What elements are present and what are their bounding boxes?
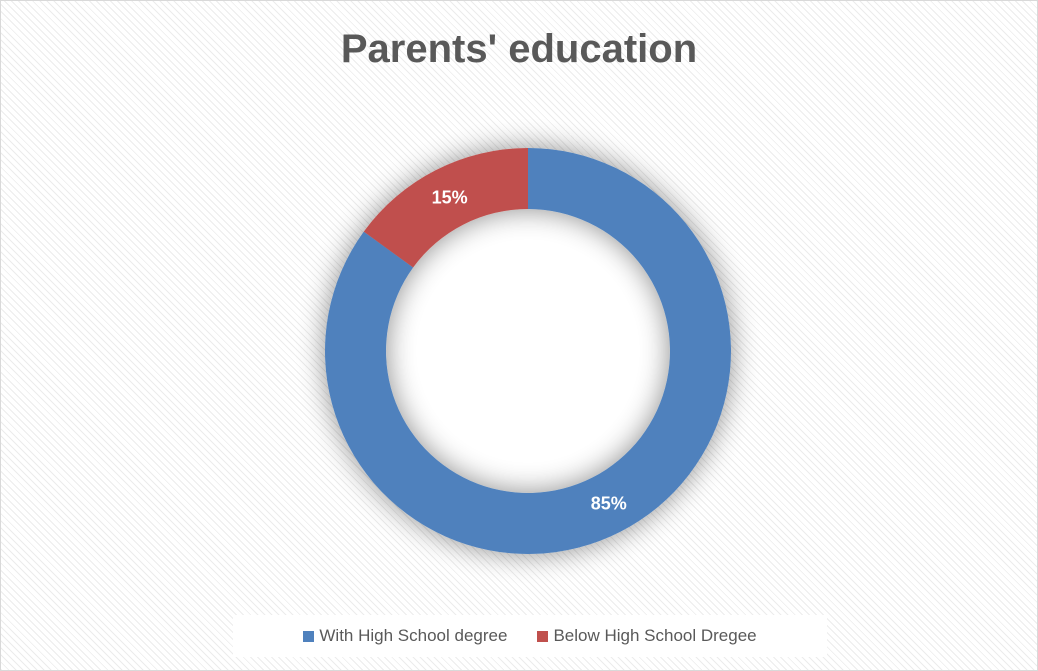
legend-swatch: [303, 631, 314, 642]
legend-label: With High School degree: [319, 626, 507, 646]
legend-item-below-high-school-degree: Below High School Dregee: [537, 626, 756, 646]
legend-swatch: [537, 631, 548, 642]
data-label-1: 15%: [432, 187, 468, 207]
legend: With High School degree Below High Schoo…: [233, 615, 827, 657]
legend-label: Below High School Dregee: [553, 626, 756, 646]
legend-item-with-high-school-degree: With High School degree: [303, 626, 507, 646]
data-label-0: 85%: [591, 493, 627, 513]
